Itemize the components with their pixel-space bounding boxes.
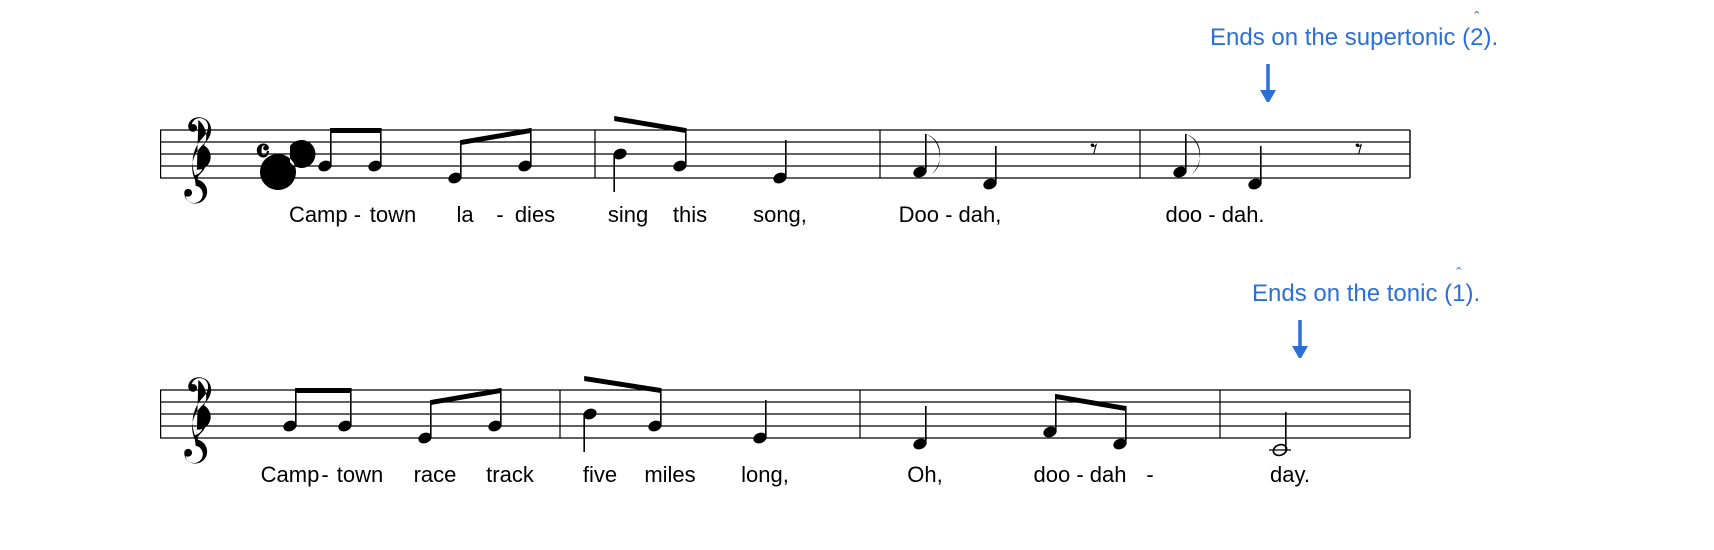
lyric-syllable: Camp - xyxy=(289,202,361,228)
lyric-syllable: la xyxy=(456,202,473,228)
annotation-text: ). xyxy=(1484,24,1499,51)
lyric-syllable: - xyxy=(1146,462,1153,488)
beam xyxy=(296,388,351,393)
lyric-syllable: town xyxy=(337,462,383,488)
lyric-syllable: track xyxy=(486,462,534,488)
beam xyxy=(331,128,381,133)
scale-degree: ˆ1 xyxy=(1452,280,1465,308)
lyric-syllable: doo - dah. xyxy=(1165,202,1264,228)
lyric-syllable: sing xyxy=(608,202,648,228)
lyric-syllable: - xyxy=(321,462,328,488)
lyric-syllable: - xyxy=(496,202,503,228)
lyric-syllable: Doo - dah, xyxy=(899,202,1002,228)
lyric-syllable: race xyxy=(414,462,457,488)
lyric-syllable: dies xyxy=(515,202,555,228)
eighth-rest: 𝄾 xyxy=(1355,133,1363,166)
lyric-syllable: Camp xyxy=(261,462,320,488)
lyric-syllable: song, xyxy=(753,202,807,228)
lyric-syllable: town xyxy=(370,202,416,228)
annotation-text: Ends on the supertonic ( xyxy=(1210,24,1470,51)
lyric-syllable: Oh, xyxy=(907,462,942,488)
arrow-down-icon xyxy=(1254,62,1278,102)
lyric-syllable: five xyxy=(583,462,617,488)
annotation-text: ). xyxy=(1465,280,1480,307)
lyric-syllable: this xyxy=(673,202,707,228)
annotation-label: Ends on the tonic (ˆ1). xyxy=(1252,280,1480,308)
lyric-syllable: long, xyxy=(741,462,789,488)
arrow-down-icon xyxy=(1286,318,1310,358)
scale-degree: ˆ2 xyxy=(1470,24,1483,52)
lyric-syllable: doo - dah xyxy=(1034,462,1127,488)
eighth-rest: 𝄾 xyxy=(1090,133,1098,166)
annotation-label: Ends on the supertonic (ˆ2). xyxy=(1210,24,1498,52)
lyric-syllable: miles xyxy=(644,462,695,488)
lyric-syllable: day. xyxy=(1270,462,1310,488)
annotation-text: Ends on the tonic ( xyxy=(1252,280,1452,307)
svg-text:𝄴: 𝄴 xyxy=(255,134,270,171)
